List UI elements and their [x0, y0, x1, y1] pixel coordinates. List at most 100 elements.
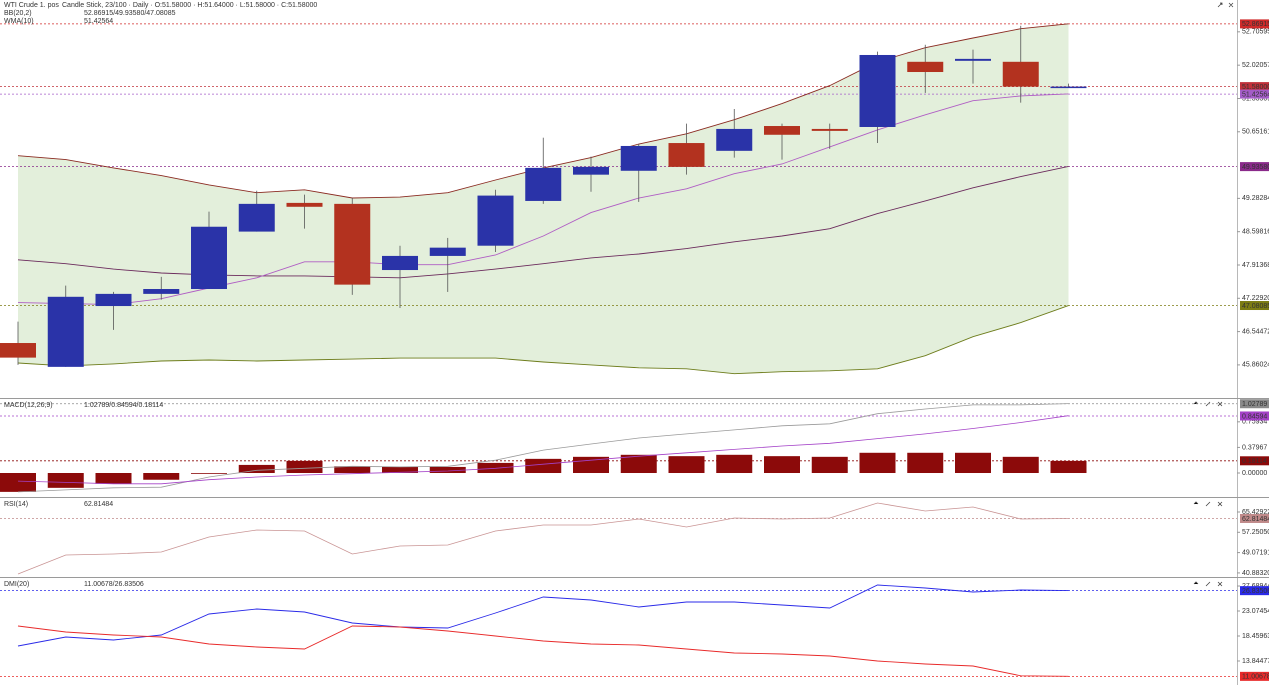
pane-title: RSI(14): [4, 501, 28, 508]
candle-body: [429, 247, 466, 256]
level-tag: [1240, 456, 1269, 466]
candle-body: [1050, 86, 1087, 89]
pane-title: MACD(12,26,9): [4, 402, 53, 409]
y-tick-label: 46.54472: [1242, 328, 1269, 335]
indicator-line: [17, 625, 1069, 677]
candle-body: [286, 202, 323, 207]
histogram-bar: [382, 466, 418, 474]
indicator-name: BB(20,2): [4, 10, 32, 17]
y-tick-label: 52.70595: [1242, 29, 1269, 36]
histogram-bar: [811, 456, 848, 474]
level-tag-label: 0.18114: [1242, 458, 1267, 465]
y-tick-label: 48.59816: [1242, 229, 1269, 236]
y-tick-label: 52.02057: [1242, 62, 1269, 69]
level-tag: [1240, 399, 1269, 409]
level-tag-label: 11.00678: [1242, 674, 1269, 681]
histogram-bar: [1002, 456, 1039, 474]
candle-body: [525, 167, 562, 201]
histogram-bar: [238, 464, 275, 474]
level-tag-label: 49.93580: [1242, 164, 1269, 171]
indicator-line: [17, 584, 1069, 647]
y-tick-label: 0.75934: [1242, 419, 1267, 426]
candle-body: [191, 226, 227, 290]
pane-title: DMI(20): [4, 581, 29, 588]
level-tag-label: 1.02789: [1242, 401, 1267, 408]
pane-subtitle: Candle Stick, 23/100 · Daily · O:51.5800…: [62, 2, 317, 9]
histogram-bar: [286, 460, 323, 474]
pane-readout: 62.81484: [84, 501, 113, 508]
level-tag: [1240, 671, 1269, 681]
level-tag-label: 0.84594: [1242, 413, 1267, 420]
indicator-line: [17, 403, 1069, 493]
candle-body: [95, 293, 132, 307]
candle-body: [907, 61, 944, 73]
pane-readout: 1.02789/0.84594/0.18114: [84, 402, 163, 409]
histogram-bar: [95, 473, 132, 484]
pane-window-icons[interactable]: [1193, 581, 1223, 587]
candle-body: [143, 289, 180, 294]
y-tick-label: 45.86024: [1242, 362, 1269, 369]
level-tag: [1240, 411, 1269, 421]
y-tick-label: 0.00000: [1242, 470, 1267, 477]
pane-window-icons[interactable]: [1193, 501, 1223, 507]
y-tick-label: 65.42922: [1242, 509, 1269, 516]
candle-body: [238, 203, 275, 232]
level-tag-label: 51.58000: [1242, 84, 1269, 91]
y-tick-label: 47.22920: [1242, 295, 1269, 302]
y-tick-label: 50.65161: [1242, 129, 1269, 136]
candle-body: [334, 203, 371, 285]
indicator-name: WMA(10): [4, 18, 34, 25]
level-tag-label: 62.81484: [1242, 516, 1269, 523]
pane-title: WTI Crude 1. pos: [4, 2, 59, 9]
candle-body: [716, 128, 753, 151]
histogram-bar: [143, 473, 180, 480]
candle-body: [0, 343, 36, 358]
y-tick-label: 49.07191: [1242, 549, 1269, 556]
level-tag: [1240, 162, 1269, 172]
histogram-bar: [859, 452, 896, 474]
histogram-bar: [0, 473, 36, 492]
y-tick-label: 57.25050: [1242, 529, 1269, 536]
level-tag: [1240, 89, 1269, 99]
histogram-bar: [716, 454, 753, 474]
candle-body: [1002, 61, 1039, 87]
pane-window-icons[interactable]: [1217, 2, 1234, 8]
indicator-line: [17, 305, 1069, 375]
histogram-bar: [191, 473, 227, 474]
y-tick-label: 0.37967: [1242, 444, 1267, 451]
candle-body: [47, 296, 84, 367]
level-tag-label: 26.83506: [1242, 588, 1269, 595]
y-tick-label: 13.84477: [1242, 658, 1269, 665]
level-tag: [1240, 82, 1269, 92]
level-tag-label: 51.42564: [1242, 91, 1269, 98]
histogram-bar: [1050, 460, 1087, 474]
level-tag: [1240, 513, 1269, 523]
histogram-bar: [668, 456, 705, 474]
candle-body: [859, 54, 896, 127]
candle-body: [382, 255, 418, 271]
y-tick-label: 40.88320: [1242, 570, 1269, 577]
histogram-bar: [907, 452, 944, 474]
histogram-bar: [429, 466, 466, 474]
candle-body: [477, 195, 514, 246]
y-tick-label: 23.07454: [1242, 608, 1269, 615]
candle-body: [573, 166, 609, 175]
level-tag-label: 52.86915: [1242, 21, 1269, 28]
level-tag: [1240, 19, 1269, 29]
y-tick-label: 18.45963: [1242, 633, 1269, 640]
candle-body: [811, 128, 848, 131]
candle-body: [620, 145, 657, 171]
indicator-readout: 52.86915/49.93580/47.08085: [84, 10, 176, 17]
histogram-bar: [525, 458, 562, 474]
candle-body: [955, 58, 991, 61]
level-tag: [1240, 586, 1269, 596]
y-tick-label: 49.28284: [1242, 195, 1269, 202]
histogram-bar: [620, 454, 657, 474]
indicator-readout: 51.42564: [84, 18, 113, 25]
histogram-bar: [955, 452, 991, 474]
histogram-bar: [764, 456, 800, 474]
level-tag: [1240, 301, 1269, 311]
y-tick-label: 47.91368: [1242, 262, 1269, 269]
